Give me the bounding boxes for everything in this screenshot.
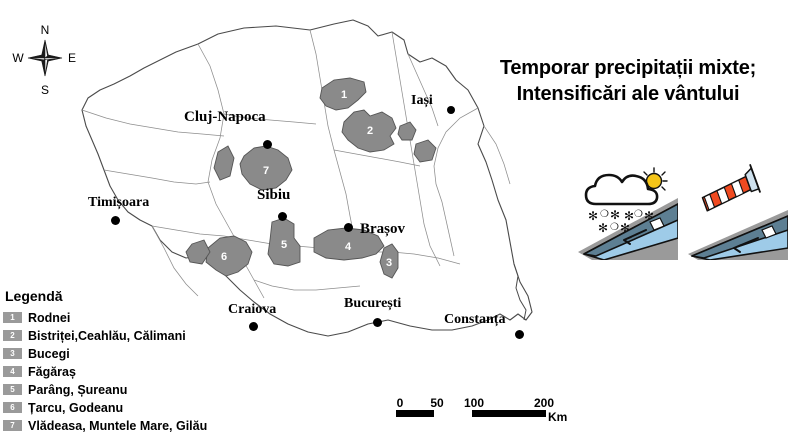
- city-dot-brasov: [344, 223, 353, 232]
- city-dot-iasi: [447, 106, 455, 114]
- cloud-icon: [584, 173, 659, 206]
- sun-icon: [643, 167, 668, 191]
- legend-badge-2: 2: [3, 330, 22, 341]
- road-graphic: [688, 210, 788, 260]
- legend-badge-5: 5: [3, 384, 22, 395]
- region-number-5: 5: [281, 239, 287, 251]
- svg-text:✻: ✻: [644, 209, 654, 223]
- svg-text:❍: ❍: [610, 222, 619, 233]
- region-number-3: 3: [386, 257, 392, 269]
- legend-badge-1: 1: [3, 312, 22, 323]
- compass-rose: N S E W: [6, 18, 84, 98]
- city-dot-constanta: [515, 330, 524, 339]
- city-label-constanta: Constanța: [444, 312, 506, 327]
- scale-tick-labels: 0 50 100 200: [396, 396, 576, 410]
- city-dot-sibiu: [278, 212, 287, 221]
- svg-text:✻: ✻: [620, 221, 630, 235]
- svg-text:✻: ✻: [598, 221, 608, 235]
- legend-badge-4: 4: [3, 366, 22, 377]
- city-dot-craiova: [249, 322, 258, 331]
- mountain-regions: [185, 77, 437, 279]
- city-dot-bucuresti: [373, 318, 382, 327]
- legend-label-1: Rodnei: [28, 310, 71, 325]
- region-shape-6b: [185, 239, 211, 265]
- legend-label-2: Bistriței,Ceahlău, Călimani: [28, 328, 186, 343]
- legend-title: Legendă: [5, 288, 63, 304]
- svg-text:✻: ✻: [624, 209, 634, 223]
- mountain-region-numbers: 1 2 3 4 5 6 7: [221, 89, 392, 269]
- svg-text:❍: ❍: [634, 209, 643, 220]
- svg-text:✻: ✻: [588, 209, 598, 223]
- legend-item-4[interactable]: 4 Făgăraș: [3, 363, 253, 380]
- legend-label-5: Parâng, Șureanu: [28, 382, 128, 397]
- page-title: Temporar precipitații mixte; Intensifică…: [470, 55, 786, 108]
- coastline: [513, 263, 527, 321]
- windsock-icon: [701, 164, 762, 212]
- legend-item-3[interactable]: 3 Bucegi: [3, 345, 253, 362]
- region-shape-2c: [413, 139, 437, 163]
- scale-segment-white: [434, 410, 472, 417]
- title-line-1: Temporar precipitații mixte;: [499, 57, 757, 79]
- pictogram-wind-intensification: [688, 160, 788, 260]
- region-number-7: 7: [263, 165, 269, 177]
- romania-map: 1 2 3 4 5 6 7: [48, 14, 548, 404]
- legend-label-3: Bucegi: [28, 346, 70, 361]
- city-label-timisoara: Timișoara: [88, 195, 150, 210]
- region-number-4: 4: [345, 241, 352, 253]
- legend-item-6[interactable]: 6 Țarcu, Godeanu: [3, 399, 253, 416]
- scale-bar-graphic: [396, 410, 546, 417]
- region-shape-3: [379, 243, 399, 279]
- city-dot-timisoara: [111, 216, 120, 225]
- region-number-2: 2: [367, 125, 373, 137]
- city-label-cluj-napoca: Cluj-Napoca: [184, 109, 266, 125]
- city-label-brasov: Brașov: [360, 221, 405, 237]
- svg-text:❍: ❍: [600, 209, 609, 220]
- scale-unit-label: Km: [548, 410, 568, 424]
- scale-tick-100: 100: [463, 396, 485, 410]
- city-label-sibiu: Sibiu: [257, 187, 291, 203]
- legend-badge-7: 7: [3, 420, 22, 431]
- svg-text:✻: ✻: [610, 208, 620, 222]
- city-label-craiova: Craiova: [228, 302, 277, 317]
- compass-east-label: E: [68, 51, 76, 65]
- scale-bar: 0 50 100 200 Km: [396, 396, 576, 436]
- region-shape-5: [267, 217, 301, 267]
- mixed-precipitation-symbols: ✻ ❍ ✻ ✻ ❍ ✻ ✻ ❍ ✻: [588, 208, 654, 235]
- legend-label-7: Vlădeasa, Muntele Mare, Gilău: [28, 418, 208, 433]
- region-shape-6: [205, 235, 253, 277]
- legend-item-1[interactable]: 1 Rodnei: [3, 309, 253, 326]
- compass-west-label: W: [12, 51, 24, 65]
- legend-item-7[interactable]: 7 Vlădeasa, Muntele Mare, Gilău: [3, 417, 253, 434]
- city-dot-cluj-napoca: [263, 140, 272, 149]
- region-shape-4: [313, 227, 385, 261]
- legend-badge-6: 6: [3, 402, 22, 413]
- region-number-1: 1: [341, 89, 347, 101]
- region-shape-7b: [213, 145, 235, 181]
- scale-tick-200: 200: [533, 396, 555, 410]
- region-number-6: 6: [221, 251, 227, 263]
- region-shape-1: [319, 77, 367, 111]
- legend-badge-3: 3: [3, 348, 22, 359]
- compass-south-label: S: [41, 83, 49, 97]
- region-shape-2: [341, 109, 397, 153]
- region-shape-2b: [397, 121, 417, 141]
- scale-tick-50: 50: [430, 396, 444, 410]
- title-line-2: Intensificări ale vântului: [516, 83, 740, 106]
- compass-north-label: N: [41, 23, 50, 37]
- city-label-bucuresti: București: [344, 296, 402, 311]
- legend-item-2[interactable]: 2 Bistriței,Ceahlău, Călimani: [3, 327, 253, 344]
- legend-item-5[interactable]: 5 Parâng, Șureanu: [3, 381, 253, 398]
- scale-tick-0: 0: [396, 396, 404, 410]
- legend-label-6: Țarcu, Godeanu: [28, 400, 124, 415]
- city-label-iasi: Iași: [411, 93, 433, 108]
- road-graphic: [578, 198, 678, 260]
- country-outline: [81, 19, 533, 337]
- pictogram-mixed-precipitation: ✻ ❍ ✻ ✻ ❍ ✻ ✻ ❍ ✻: [578, 160, 678, 260]
- legend-label-4: Făgăraș: [28, 364, 76, 379]
- legend: Legendă 1 Rodnei 2 Bistriței,Ceahlău, Că…: [3, 288, 253, 435]
